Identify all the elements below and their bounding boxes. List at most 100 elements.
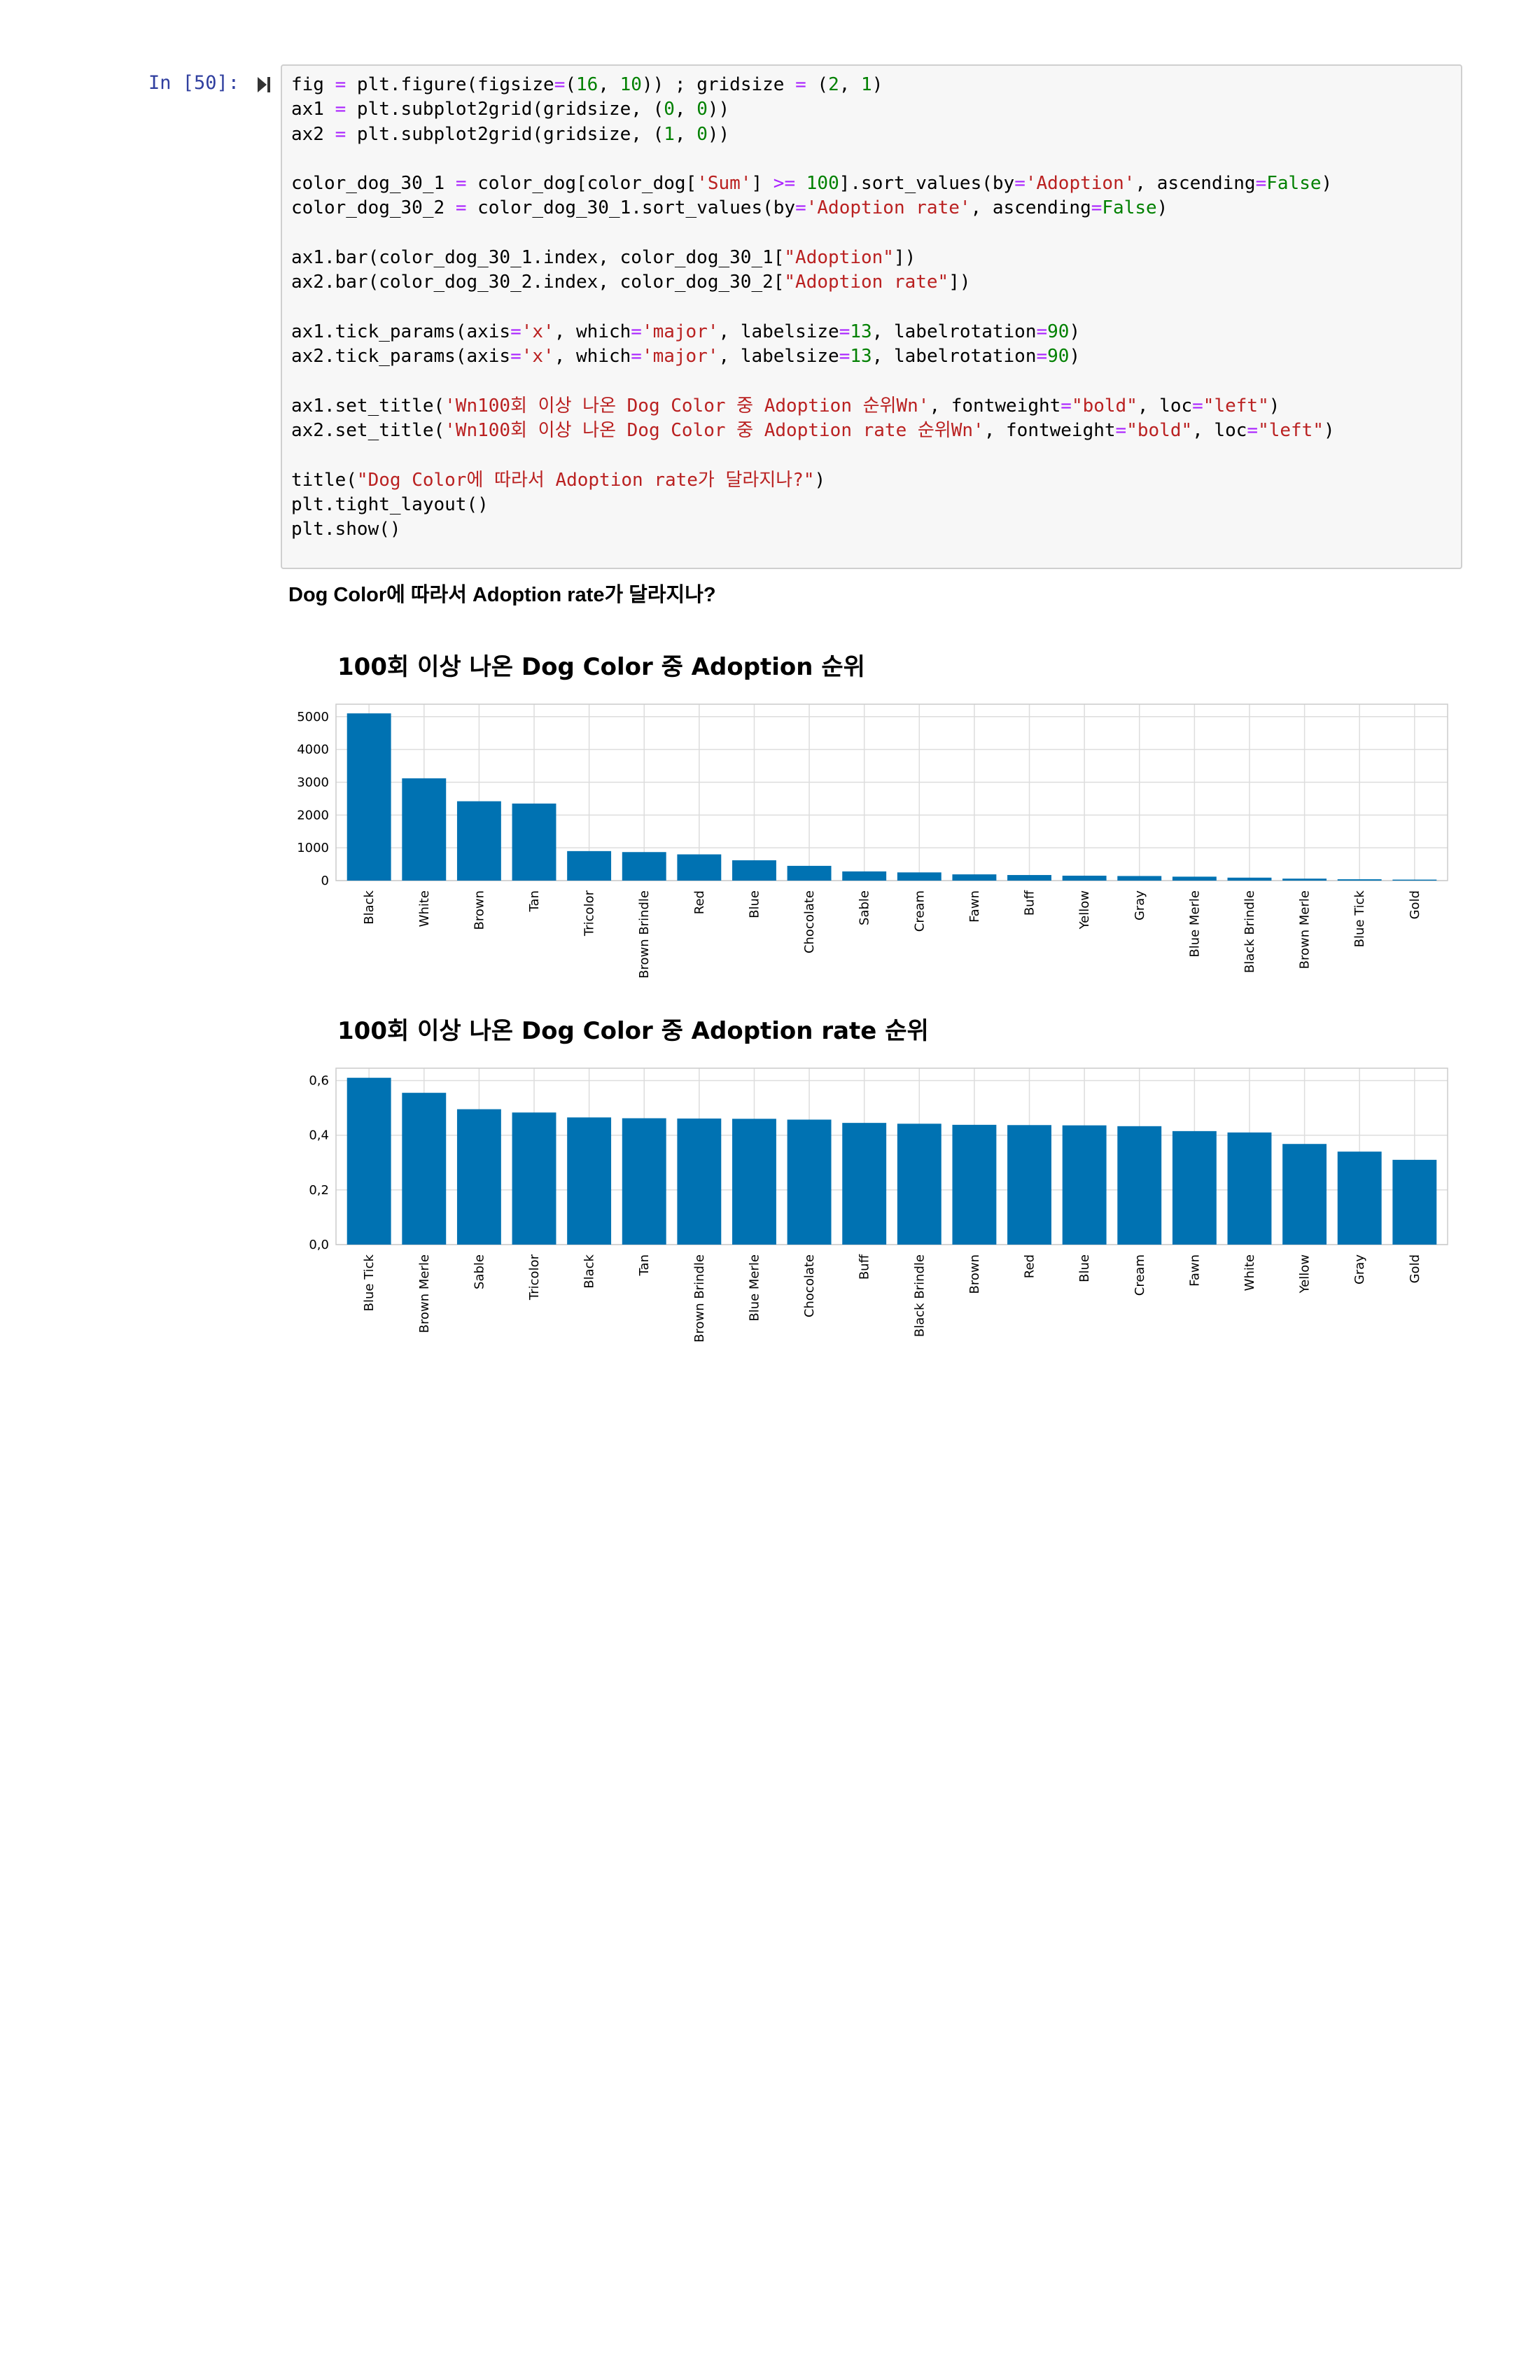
x-tick-label: Tricolor [582,890,597,937]
x-tick-label: Blue Tick [362,1254,377,1311]
bar [346,1077,391,1245]
x-tick-label: Brown Merle [1298,890,1312,969]
code-editor[interactable]: fig = plt.figure(figsize=(16, 10)) ; gri… [291,73,1335,542]
code-token: 90 [1047,346,1070,368]
bar [1282,1144,1327,1245]
code-token: = [510,321,522,342]
code-token: = [839,346,850,368]
x-tick-label: Tricolor [527,1254,542,1301]
code-token: = [795,197,806,219]
code-token: ) [1069,321,1081,342]
x-tick-label: Yellow [1298,1254,1312,1294]
code-token: , which [554,346,631,368]
code-token: ) [872,74,883,95]
code-token: 13 [850,346,872,368]
x-tick-label: Buff [858,1254,872,1280]
code-token: , labelrotation [872,321,1037,342]
code-token: = [1060,395,1072,416]
bar [1227,877,1272,881]
x-tick-label: Gray [1133,890,1147,920]
code-token: color_dog_30_2 [291,197,456,219]
code-token: , ascending [970,197,1091,219]
code-token: = [335,123,346,145]
code-line [291,443,1335,468]
x-tick-label: Black Brindle [1242,890,1257,973]
code-token: >= [773,173,796,195]
code-token: , labelsize [718,346,839,368]
code-token: = [1036,346,1048,368]
code-token: , fontweight [983,420,1116,442]
run-cell-icon[interactable] [256,76,272,94]
code-token: )) ; gridsize [641,74,796,95]
code-token: = [1192,395,1203,416]
code-token: = [631,346,642,368]
x-tick-label: Black [582,1254,597,1288]
bar [456,801,501,881]
y-tick-label: 1000 [297,841,329,855]
code-token: )) [707,99,730,120]
code-token: 'x' [521,321,554,342]
bar [402,1093,447,1245]
y-tick-label: 0,0 [309,1238,329,1252]
code-token: , labelsize [718,321,839,342]
bar [622,1118,666,1245]
bar [402,778,447,881]
y-tick-label: 4000 [297,743,329,757]
code-line: plt.show() [291,517,1335,542]
bar [842,1123,887,1245]
y-tick-label: 0,4 [309,1128,329,1143]
code-token: plt.show() [291,519,401,540]
code-token: color_dog_30_1.sort_values(by [466,197,796,219]
bar [346,713,391,881]
code-line: title("Dog Color에 따라서 Adoption rate가 달라지… [291,468,1335,493]
code-token: 2 [828,74,839,95]
code-token: 16 [576,74,598,95]
code-token: = [335,74,346,95]
code-token: = [554,74,566,95]
x-tick-label: Gold [1408,1254,1422,1283]
code-token: ) [814,469,826,491]
code-token: "left" [1203,395,1269,416]
code-token [795,173,806,194]
x-tick-label: Blue [747,890,762,918]
code-token: ]) [893,247,916,269]
bar [567,1117,612,1245]
code-line: color_dog_30_1 = color_dog[color_dog['Su… [291,172,1335,196]
code-token: 10 [620,74,642,95]
code-token: 0 [664,99,675,120]
code-token: 'major' [641,321,719,342]
chart-title: 100회 이상 나온 Dog Color 중 Adoption rate 순위 [337,1017,929,1045]
code-token: ) [1268,395,1280,416]
code-token: )) [707,123,730,145]
code-token: , [839,74,862,95]
code-token: ax1 [291,99,335,120]
code-line: ax2 = plt.subplot2grid(gridsize, (1, 0)) [291,122,1335,147]
code-token: "left" [1258,420,1324,442]
x-tick-label: Brown Merle [417,1254,432,1333]
code-token: 'Sum' [696,173,752,195]
bar [732,1119,776,1245]
y-tick-label: 0 [321,874,329,888]
x-tick-label: Brown [967,1254,982,1294]
code-token: 100 [806,173,839,195]
bar [677,1118,722,1245]
x-tick-label: Red [692,890,707,914]
bar [456,1109,501,1245]
adoption-rate-chart: 100회 이상 나온 Dog Color 중 Adoption rate 순위 0… [309,1017,1448,1343]
bar [567,850,612,881]
code-token: = [455,173,467,195]
bar [787,1119,832,1245]
x-tick-label: Black [362,890,377,924]
code-cell[interactable]: fig = plt.figure(figsize=(16, 10)) ; gri… [281,64,1462,569]
bar [1007,875,1051,881]
code-token: ax1.tick_params(axis [291,321,511,342]
bar [1337,1152,1382,1245]
code-token: ) [1323,420,1335,442]
x-tick-label: Blue Tick [1352,890,1367,947]
code-line: ax1.set_title('Wn100회 이상 나온 Dog Color 중 … [291,394,1335,419]
code-token: = [510,346,522,368]
code-token: title( [291,469,357,491]
code-token: plt.figure(figsize [346,74,554,95]
code-token: 0 [696,123,708,145]
code-line: ax2.tick_params(axis='x', which='major',… [291,344,1335,369]
